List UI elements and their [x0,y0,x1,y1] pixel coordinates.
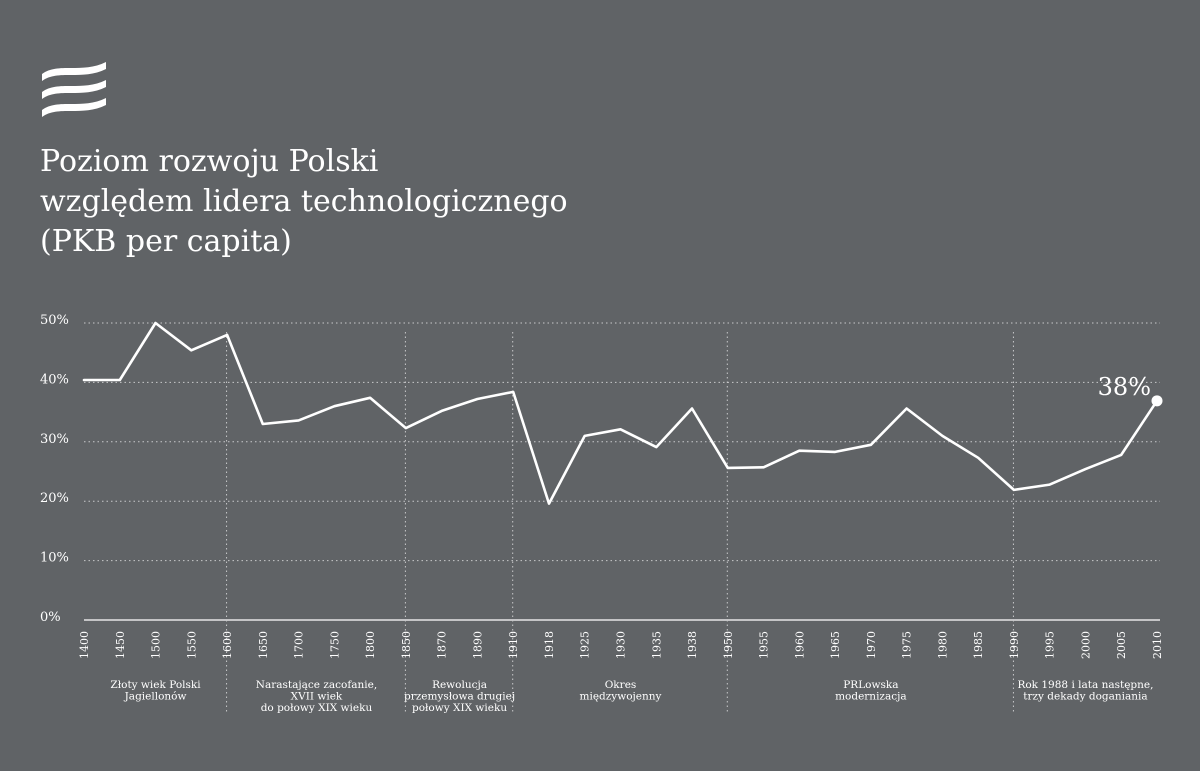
period-label-line: Jagiellonów [124,691,187,703]
period-label-line: modernizacja [835,691,907,703]
end-value-annotation: 38% [1098,373,1151,401]
period-label: Rewolucja przemysłowa drugiej połowy XIX w… [404,679,515,714]
period-dividers [226,332,1014,714]
period-label-line: Okres [605,679,637,691]
chart-title: Poziom rozwoju Polski względem lidera te… [40,142,568,262]
x-tick-label: 2005 [1115,631,1128,659]
period-label-line: przemysłowa drugiej [404,691,515,703]
x-tick-label: 1800 [364,631,377,659]
x-tick-label: 1500 [150,631,163,659]
period-label-line: do połowy XIX wieku [261,702,373,714]
y-tick-label: 50% [40,313,69,328]
x-tick-label: 1550 [185,631,198,659]
period-label-line: Rok 1988 i lata następne, [1017,679,1153,691]
x-tick-label: 1938 [686,631,699,659]
period-label-line: połowy XIX wieku [412,702,507,714]
x-tick-label: 1990 [1008,631,1021,659]
chart-title-line: (PKB per capita) [40,224,292,259]
x-tick-label: 1450 [114,631,127,659]
x-tick-label: 1600 [221,631,234,659]
x-tick-label: 1750 [328,631,341,659]
x-tick-label: 1935 [650,631,663,659]
chart-title-line: Poziom rozwoju Polski [40,144,379,179]
x-tick-label: 2000 [1079,631,1092,659]
series [82,321,1159,505]
y-tick-label: 0% [40,610,61,625]
period-label: Okres międzywojenny [580,679,662,703]
logo-icon [42,62,106,117]
x-axis-ticks: 1400 1450 1500 1550 1600 1650 1700 1750 1800 1850… [78,631,1164,659]
x-tick-label: 2010 [1151,631,1164,659]
period-label: Złoty wiek Polski Jagiellonów [110,679,201,703]
end-point-marker [1151,395,1163,407]
period-label-line: międzywojenny [580,691,662,703]
x-tick-label: 1850 [400,631,413,659]
period-label: Rok 1988 i lata następne, trzy dekady dog… [1017,679,1153,703]
series-line [82,321,1159,505]
period-label-line: trzy dekady doganiania [1023,691,1147,703]
x-tick-label: 1910 [507,631,520,659]
x-tick-label: 1650 [257,631,270,659]
annotations: 38% [1098,373,1163,407]
x-tick-label: 1960 [793,631,806,659]
x-tick-label: 1955 [758,631,771,659]
x-tick-label: 1930 [615,631,628,659]
x-tick-label: 1980 [936,631,949,659]
x-tick-label: 1700 [293,631,306,659]
period-label-line: XVII wiek [291,691,343,703]
x-tick-label: 1995 [1044,631,1057,659]
x-tick-label: 1985 [972,631,985,659]
chart-title-line: względem lidera technologicznego [40,184,568,219]
period-label-line: Narastające zacofanie, [256,679,377,691]
period-label-line: Rewolucja [432,679,487,691]
x-tick-label: 1400 [78,631,91,659]
x-tick-label: 1870 [436,631,449,659]
period-labels: Złoty wiek Polski Jagiellonów Narastające … [110,679,1153,714]
period-label-line: Złoty wiek Polski [110,679,201,691]
period-label: PRLowska modernizacja [835,679,907,703]
x-tick-label: 1970 [865,631,878,659]
x-tick-label: 1918 [543,631,556,659]
y-tick-label: 30% [40,432,69,447]
x-tick-label: 1890 [471,631,484,659]
y-tick-label: 40% [40,372,69,387]
x-tick-label: 1925 [579,631,592,659]
x-tick-label: 1950 [722,631,735,659]
period-label: Narastające zacofanie, XVII wiek do połowy… [256,679,377,714]
x-tick-label: 1965 [829,631,842,659]
x-tick-label: 1975 [901,631,914,659]
gridlines [84,322,1160,621]
period-label-line: PRLowska [843,679,898,691]
y-tick-label: 10% [40,551,69,566]
y-tick-label: 20% [40,491,69,506]
y-axis-ticks: 0% 10% 20% 30% 40% 50% [40,313,69,625]
